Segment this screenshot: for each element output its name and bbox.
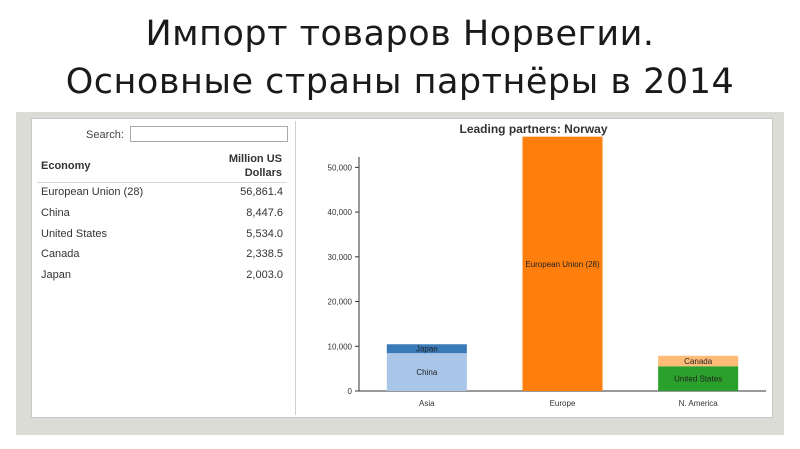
column-header-value[interactable]: Million US Dollars <box>206 152 282 180</box>
table-row[interactable]: Canada 2,338.5 <box>41 248 283 266</box>
column-header-economy[interactable]: Economy <box>41 160 91 172</box>
table-row[interactable]: Japan 2,003.0 <box>41 269 283 287</box>
y-tick-label: 20,000 <box>328 298 353 307</box>
search-input[interactable] <box>130 126 288 142</box>
row-economy: Japan <box>41 269 71 281</box>
bar-european-union-28 <box>522 136 603 391</box>
bar-label-canada: Canada <box>684 357 713 366</box>
x-tick-label: Europe <box>550 399 576 408</box>
bar-canada <box>658 355 739 367</box>
y-tick-label: 0 <box>348 387 353 396</box>
x-tick-label: Asia <box>419 399 435 408</box>
table-row[interactable]: European Union (28) 56,861.4 <box>41 186 283 204</box>
y-tick-label: 40,000 <box>328 208 353 217</box>
row-economy: European Union (28) <box>41 186 144 198</box>
row-economy: Canada <box>41 248 80 260</box>
bar-label-japan: Japan <box>416 345 438 354</box>
row-economy: China <box>41 207 70 219</box>
row-economy: United States <box>41 228 108 240</box>
row-value: 2,003.0 <box>246 269 283 281</box>
bar-united-states <box>658 366 739 391</box>
chart-title: Leading partners: Norway <box>459 122 608 136</box>
x-tick-label: N. America <box>679 399 719 408</box>
slide-title-line-1: Импорт товаров Норвегии. <box>145 14 655 54</box>
bar-japan <box>386 344 467 354</box>
bar-label-china: China <box>416 368 437 377</box>
search-label: Search: <box>86 129 124 141</box>
row-value: 8,447.6 <box>246 207 283 219</box>
bar-china <box>386 353 467 391</box>
table-row[interactable]: United States 5,534.0 <box>41 228 283 246</box>
table-row[interactable]: China 8,447.6 <box>41 207 283 225</box>
y-tick-label: 10,000 <box>328 342 353 351</box>
row-value: 56,861.4 <box>240 186 283 198</box>
bar-label-united-states: United States <box>674 375 722 384</box>
row-value: 2,338.5 <box>246 248 283 260</box>
panel-divider <box>295 121 296 415</box>
slide-title: Импорт товаров Норвегии. Основные страны… <box>0 10 800 106</box>
column-header-value-line-1: Million US <box>228 153 282 165</box>
slide-title-line-2: Основные страны партнёры в 2014 <box>65 62 735 102</box>
header-divider <box>37 182 287 183</box>
stacked-bar-chart: 0 10,000 20,000 30,000 40,000 50,000 China Japa… <box>328 136 766 408</box>
y-tick-label: 30,000 <box>328 253 353 262</box>
row-value: 5,534.0 <box>246 228 283 240</box>
y-tick-label: 50,000 <box>328 163 353 172</box>
column-header-value-line-2: Dollars <box>244 167 282 179</box>
bar-label-european-union-28: European Union (28) <box>525 260 600 269</box>
